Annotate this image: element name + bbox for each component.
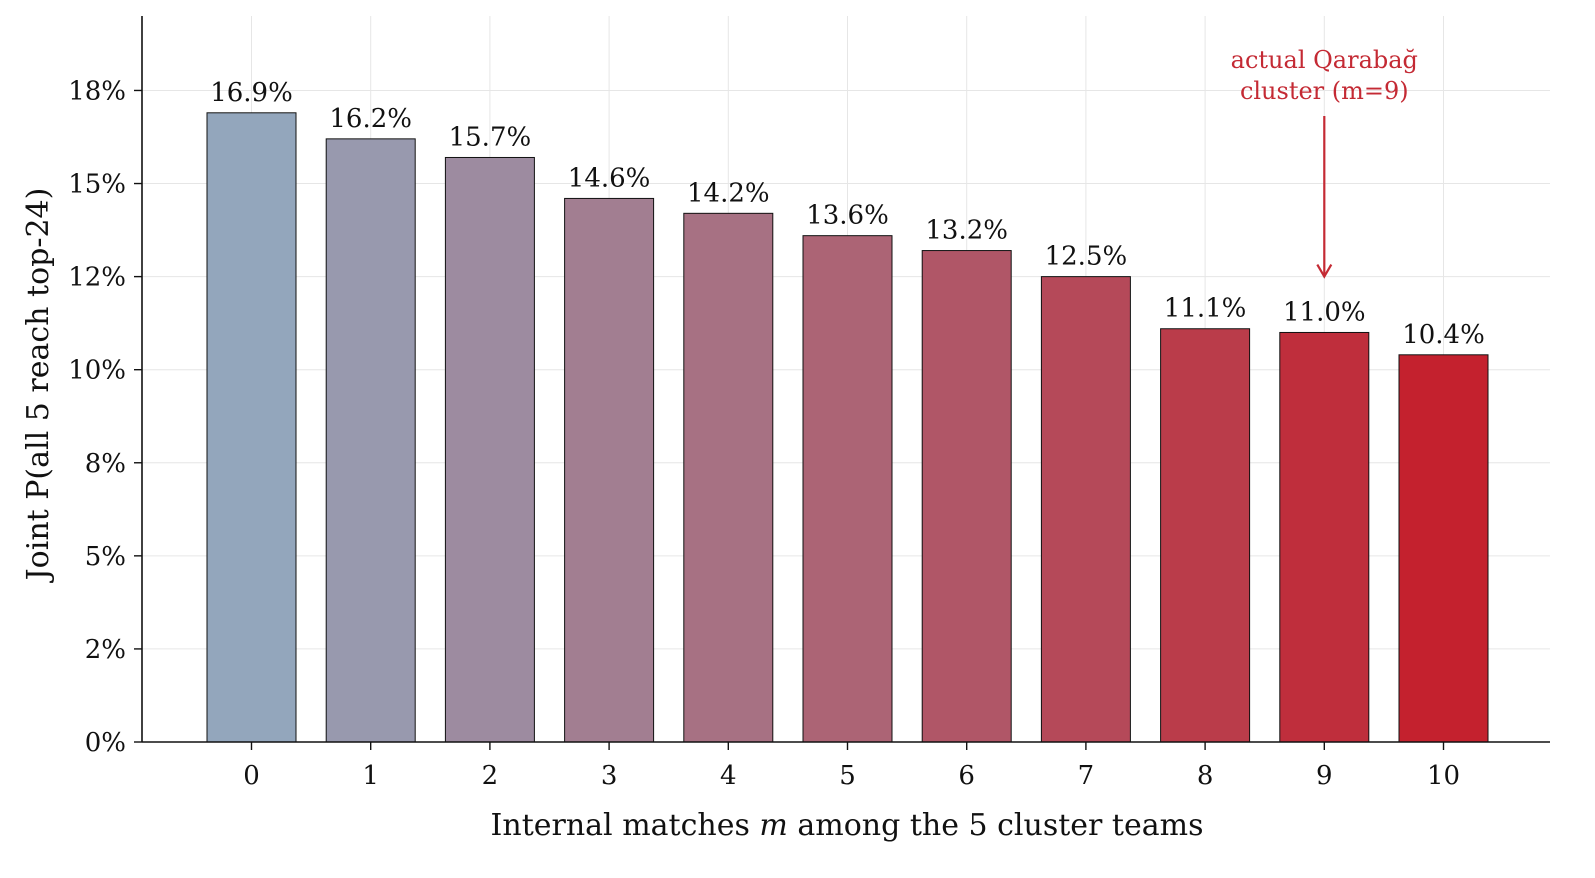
x-axis-label-suffix: among the 5 cluster teams xyxy=(788,808,1204,843)
x-tick-label-8: 8 xyxy=(1197,761,1214,791)
bar-label-7: 12.5% xyxy=(1045,242,1128,272)
x-axis-ticks: 0 1 2 3 4 5 6 7 8 9 10 xyxy=(243,742,1460,791)
x-tick-label-9: 9 xyxy=(1316,761,1333,791)
y-tick-label-1: 2% xyxy=(85,635,126,665)
x-tick-label-10: 10 xyxy=(1427,761,1460,791)
bar-label-6: 13.2% xyxy=(925,216,1008,246)
annotation-text-line-2: cluster (m=9) xyxy=(1240,77,1409,105)
y-tick-label-4: 10% xyxy=(68,356,126,386)
bars xyxy=(206,112,1489,743)
y-tick-label-2: 5% xyxy=(85,542,126,572)
bar-7 xyxy=(1040,276,1131,743)
bar-8 xyxy=(1160,328,1251,743)
bar-4 xyxy=(683,212,774,743)
bar-value-labels: 16.9% 16.2% 15.7% 14.6% 14.2% 13.6% 13.2% 12.5%… xyxy=(210,78,1485,350)
x-axis-label-variable: m xyxy=(759,808,787,843)
bar-label-3: 14.6% xyxy=(568,163,651,193)
y-tick-label-6: 15% xyxy=(68,170,126,200)
x-tick-label-2: 2 xyxy=(482,761,499,791)
bar-1 xyxy=(325,138,416,743)
x-tick-label-5: 5 xyxy=(839,761,856,791)
bar-5 xyxy=(802,235,893,743)
y-tick-label-7: 18% xyxy=(68,76,126,106)
bar-label-5: 13.6% xyxy=(806,201,889,231)
x-tick-label-1: 1 xyxy=(362,761,379,791)
bar-label-4: 14.2% xyxy=(687,178,770,208)
bar-label-8: 11.1% xyxy=(1164,294,1247,324)
annotation: actual Qarabağ cluster (m=9) xyxy=(1231,46,1418,279)
y-tick-label-0: 0% xyxy=(85,728,126,758)
x-axis-label-prefix: Internal matches xyxy=(491,808,760,843)
bar-9 xyxy=(1279,331,1370,743)
x-tick-label-3: 3 xyxy=(601,761,618,791)
bar-2 xyxy=(444,156,535,743)
bar-label-2: 15.7% xyxy=(449,122,532,152)
bar-label-10: 10.4% xyxy=(1402,320,1485,350)
x-tick-label-6: 6 xyxy=(958,761,975,791)
bar-label-1: 16.2% xyxy=(329,104,412,134)
bar-0 xyxy=(206,112,297,743)
bar-label-0: 16.9% xyxy=(210,78,293,108)
axes xyxy=(141,16,1550,743)
annotation-arrow-head xyxy=(1316,264,1333,279)
bar-label-9: 11.0% xyxy=(1283,297,1366,327)
bar-10 xyxy=(1398,354,1489,743)
annotation-text-line-1: actual Qarabağ xyxy=(1231,46,1418,74)
y-axis-label: Joint P(all 5 reach top-24) xyxy=(21,188,56,584)
y-axis-ticks: 0% 2% 5% 8% 10% 12% 15% 18% xyxy=(68,76,142,758)
x-tick-label-7: 7 xyxy=(1078,761,1095,791)
bar-3 xyxy=(564,197,655,743)
x-tick-label-0: 0 xyxy=(243,761,260,791)
bar-6 xyxy=(921,250,1012,743)
x-axis-label: Internal matches m among the 5 cluster t… xyxy=(491,808,1204,843)
y-tick-label-5: 12% xyxy=(68,263,126,293)
x-tick-label-4: 4 xyxy=(720,761,737,791)
y-tick-label-3: 8% xyxy=(85,449,126,479)
